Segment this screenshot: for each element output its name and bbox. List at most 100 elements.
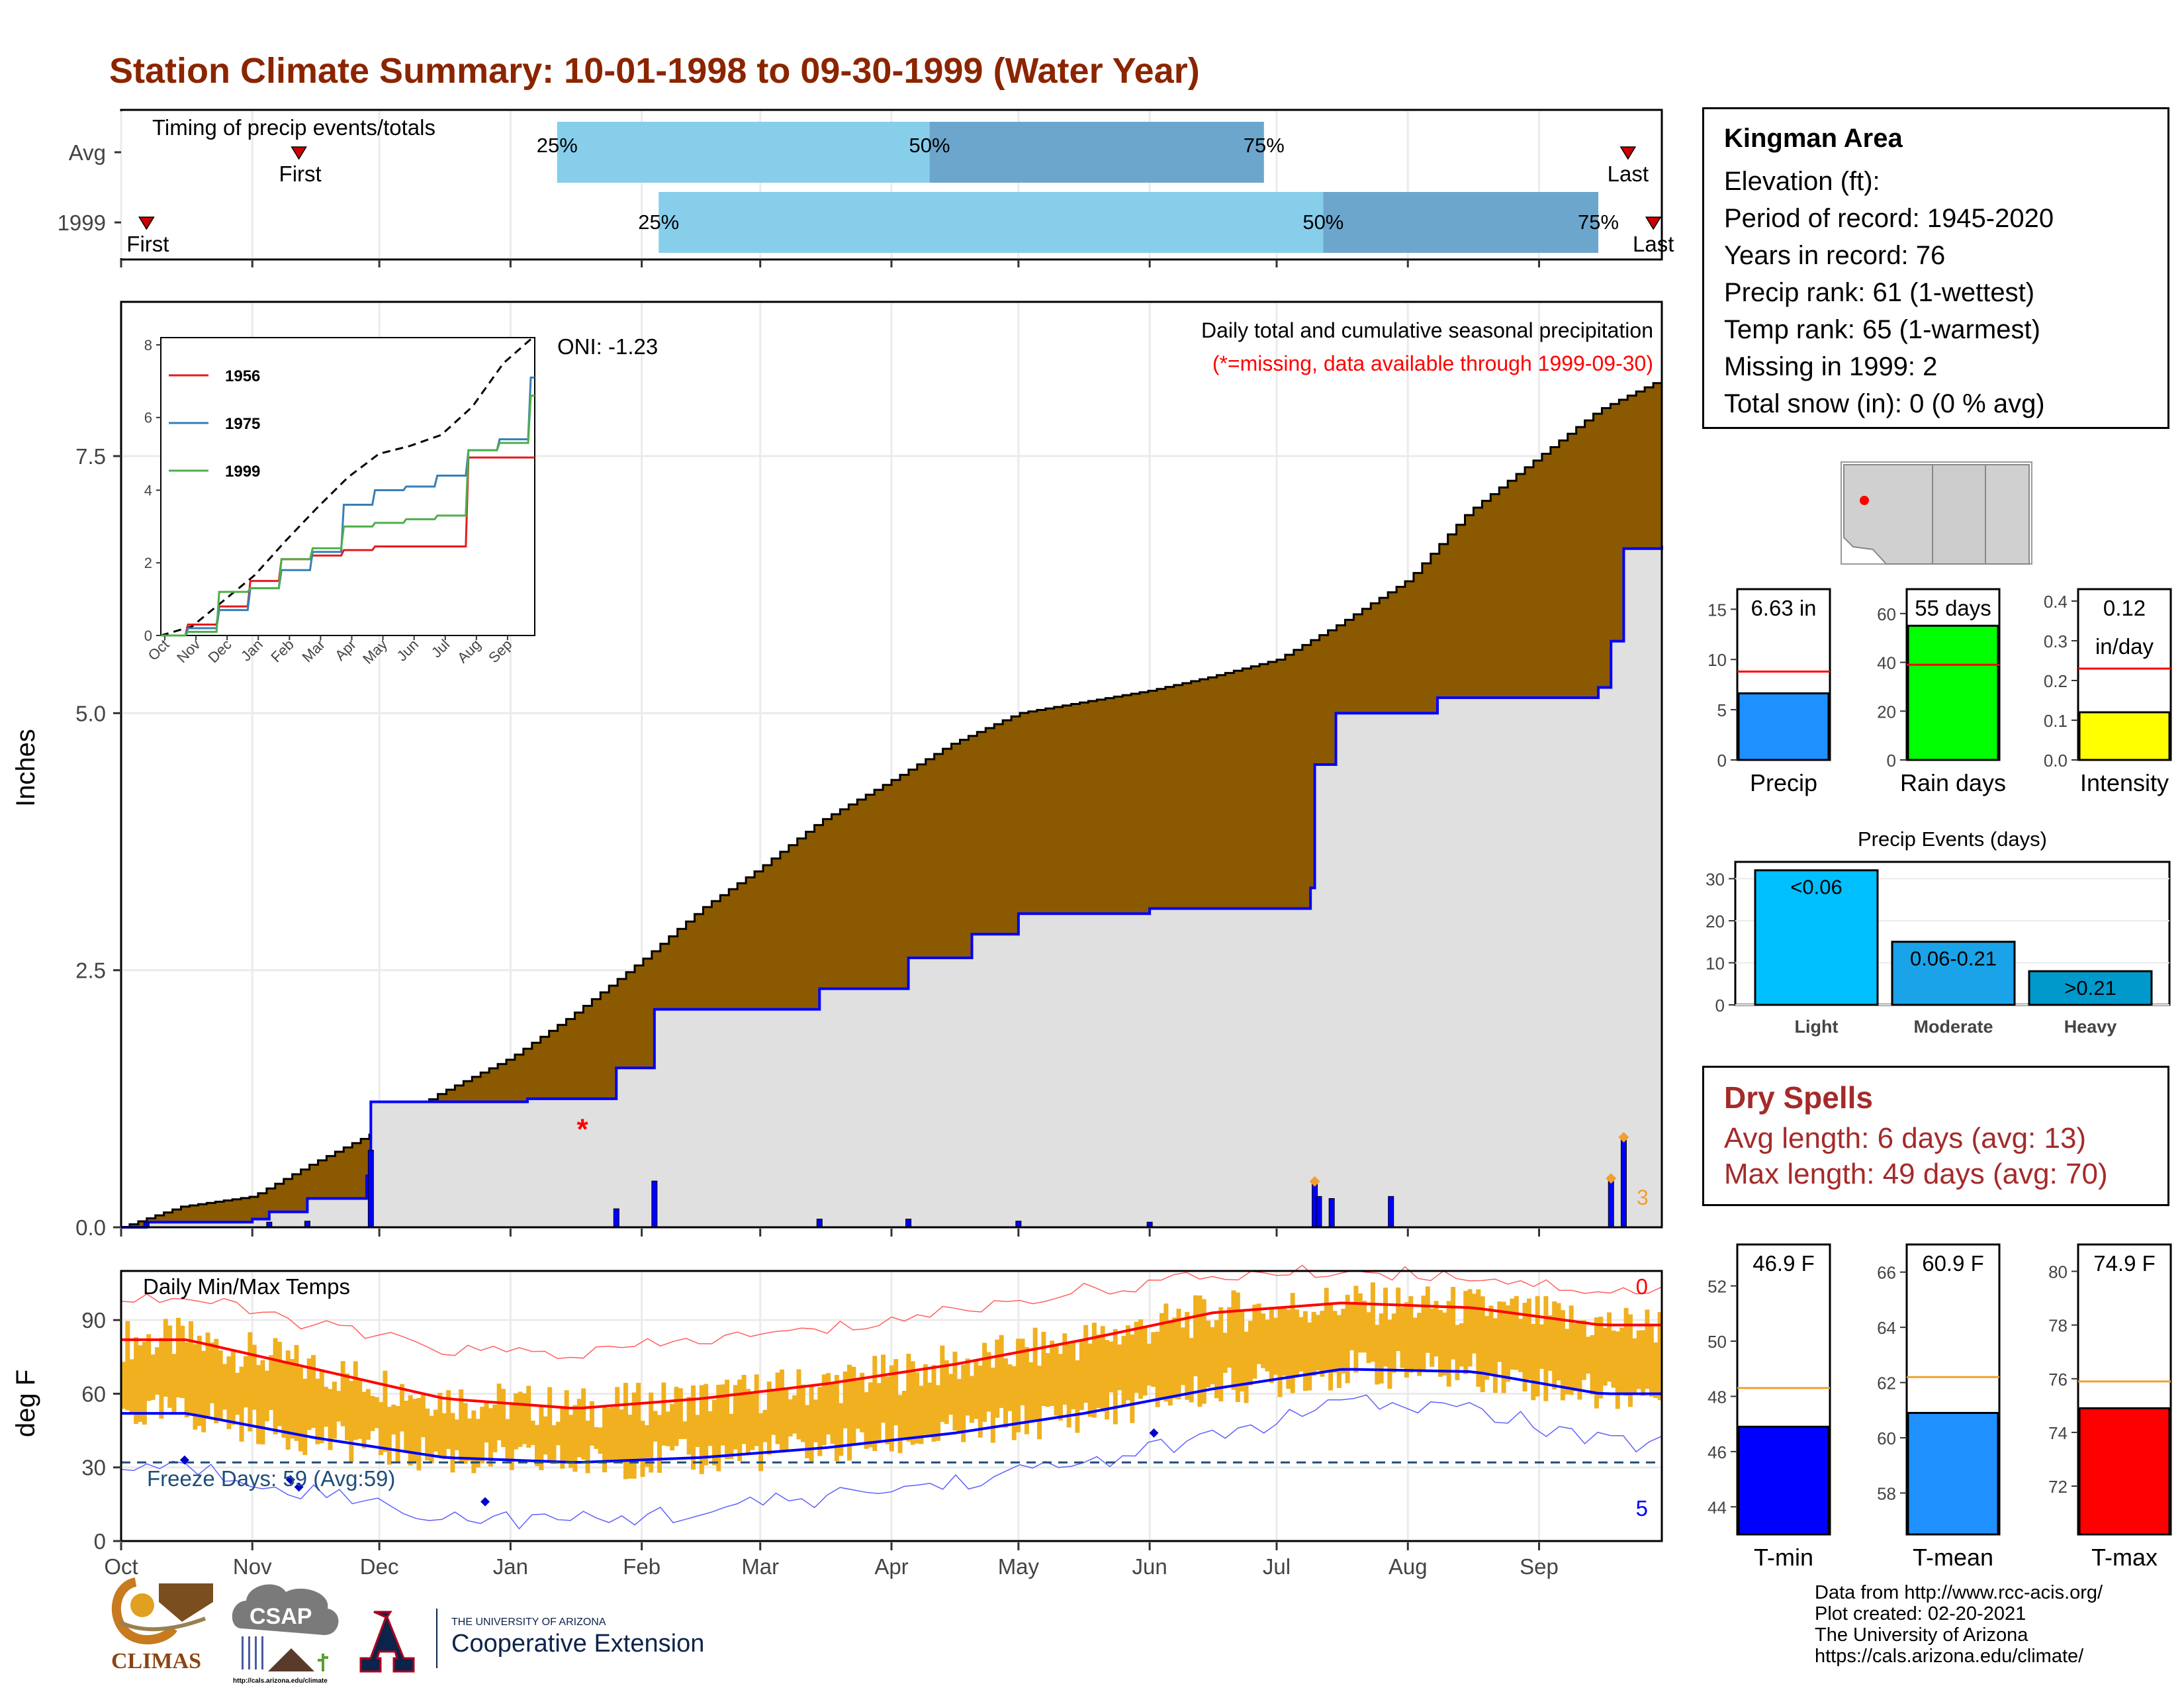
daily-temp-range-bar xyxy=(391,1404,396,1435)
footer-line: Data from http://www.rcc-acis.org/ xyxy=(1815,1582,2103,1603)
daily-temp-range-bar xyxy=(230,1350,236,1425)
timing-label: Timing of precip events/totals xyxy=(152,115,435,140)
daily-temp-range-bar xyxy=(1421,1295,1426,1371)
daily-temp-range-bar xyxy=(1611,1330,1616,1388)
daily-temp-range-bar xyxy=(1054,1346,1059,1416)
daily-precip-bar xyxy=(1328,1198,1335,1228)
daily-temp-range-bar xyxy=(986,1352,991,1412)
daily-temp-range-bar xyxy=(560,1407,565,1469)
daily-temp-range-bar xyxy=(1560,1310,1565,1401)
daily-temp-range-bar xyxy=(1387,1319,1392,1389)
daily-temp-range-bar xyxy=(995,1339,1000,1418)
daily-temp-range-bar xyxy=(860,1372,865,1432)
daily-temp-range-bar xyxy=(631,1392,637,1479)
events-ytick-label: 10 xyxy=(1706,953,1725,973)
daily-temp-range-bar xyxy=(1607,1312,1612,1382)
daily-temp-range-bar xyxy=(1222,1333,1228,1373)
daily-temp-range-bar xyxy=(1261,1313,1266,1368)
daily-temp-range-bar xyxy=(1366,1312,1371,1364)
extreme-count-label: 3 xyxy=(1637,1186,1649,1209)
daily-temp-range-bar xyxy=(1437,1310,1443,1377)
precip-ytick-label: 7.5 xyxy=(75,444,106,469)
daily-temp-range-bar xyxy=(1125,1325,1130,1401)
csap-logo-text: CSAP xyxy=(250,1604,312,1629)
events-ytick-label: 20 xyxy=(1706,912,1725,931)
daily-temp-range-bar xyxy=(1100,1326,1105,1412)
precip-annotation: Daily total and cumulative seasonal prec… xyxy=(1201,318,1653,342)
pct-label-25: 25% xyxy=(537,134,578,157)
mini-ytick-label: 64 xyxy=(1877,1318,1896,1338)
precip-ylabel: Inches xyxy=(11,729,40,807)
daily-precip-bar xyxy=(1316,1196,1322,1228)
daily-temp-range-bar xyxy=(809,1385,814,1463)
timing-row-label: Avg xyxy=(69,140,106,165)
cumulative-year-area xyxy=(121,545,1662,1227)
mini-ytick-label: 78 xyxy=(2048,1316,2068,1336)
daily-temp-range-bar xyxy=(615,1387,620,1460)
daily-temp-range-bar xyxy=(150,1354,156,1400)
daily-temp-range-bar xyxy=(1336,1315,1342,1388)
temp-summary-bars: 44 46 48 50 52 46.9 F T-min 58 60 62 64 66 60.9 F T-m… xyxy=(1707,1243,2172,1571)
oni-label: ONI: -1.23 xyxy=(557,334,658,359)
daily-temp-range-bar xyxy=(1071,1342,1076,1409)
daily-temp-range-bar xyxy=(264,1370,269,1422)
last-marker xyxy=(1645,216,1662,230)
daily-temp-range-bar xyxy=(1307,1322,1312,1391)
climas-logo-text: CLIMAS xyxy=(111,1649,201,1673)
daily-temp-range-bar xyxy=(1189,1338,1194,1403)
inset-ytick-label: 0 xyxy=(144,628,152,644)
daily-temp-range-bar xyxy=(1295,1309,1300,1377)
daily-temp-range-bar xyxy=(695,1415,700,1448)
daily-temp-range-bar xyxy=(956,1379,962,1432)
daily-temp-range-bar xyxy=(1400,1307,1405,1368)
daily-temp-range-bar xyxy=(1020,1338,1025,1405)
mini-value-label: 46.9 F xyxy=(1752,1251,1815,1276)
daily-temp-range-bar xyxy=(437,1393,443,1456)
daily-temp-range-bar xyxy=(969,1376,974,1423)
daily-temp-range-bar xyxy=(576,1399,582,1458)
daily-temp-range-bar xyxy=(336,1391,341,1422)
daily-temp-range-bar xyxy=(1514,1296,1519,1370)
daily-temp-range-bar xyxy=(800,1384,805,1442)
mini-ytick-label: 80 xyxy=(2048,1262,2068,1282)
mini-value-bar xyxy=(1907,624,1999,761)
mini-ytick-label: 0.1 xyxy=(2044,711,2068,731)
daily-temp-range-bar xyxy=(518,1391,523,1447)
avg-tmax-line xyxy=(121,1301,1662,1410)
daily-temp-range-bar xyxy=(543,1416,548,1455)
daily-temp-range-bar xyxy=(670,1404,675,1451)
daily-temp-range-bar xyxy=(1269,1307,1274,1383)
daily-temp-range-bar xyxy=(982,1342,987,1423)
daily-temp-range-bar xyxy=(1623,1307,1629,1396)
daily-temp-range-bar xyxy=(121,1362,126,1409)
mini-value-label: 60.9 F xyxy=(1922,1251,1984,1276)
daily-temp-range-bar xyxy=(1252,1304,1257,1379)
daily-temp-range-bar xyxy=(155,1347,160,1395)
daily-temp-range-bar xyxy=(260,1360,265,1445)
dry-spells-avg: Avg length: 6 days (avg: 13) xyxy=(1724,1122,2087,1154)
daily-temp-range-bar xyxy=(881,1354,886,1423)
events-category-label: Light xyxy=(1795,1017,1839,1037)
temp-xtick-label: Dec xyxy=(360,1554,399,1579)
daily-temp-range-bar xyxy=(915,1372,920,1444)
extreme-event-marker xyxy=(1309,1176,1320,1187)
daily-temp-range-bar xyxy=(361,1391,367,1448)
daily-temp-range-bar xyxy=(1286,1309,1291,1389)
daily-temp-range-bar xyxy=(395,1406,400,1462)
inset-series-line xyxy=(161,456,535,637)
missing-marker: * xyxy=(577,1113,589,1146)
daily-temp-range-bar xyxy=(674,1387,679,1446)
precip-ytick-label: 0.0 xyxy=(75,1215,106,1240)
temp-xtick-label: Jul xyxy=(1263,1554,1291,1579)
daily-temp-range-bar xyxy=(729,1413,734,1460)
temp-ytick-label: 0 xyxy=(94,1529,106,1554)
daily-temp-range-bar xyxy=(1535,1296,1540,1397)
temp-xtick-label: Nov xyxy=(233,1554,272,1579)
events-title: Precip Events (days) xyxy=(1858,827,2047,851)
temp-ytick-label: 90 xyxy=(81,1308,106,1333)
daily-temp-range-bar xyxy=(1526,1298,1531,1380)
missing-annotation: (*=missing, data available through 1999-… xyxy=(1212,352,1653,375)
events-bar xyxy=(2028,970,2153,1006)
daily-temp-range-bar xyxy=(1117,1344,1122,1391)
daily-temp-range-bar xyxy=(142,1341,147,1425)
